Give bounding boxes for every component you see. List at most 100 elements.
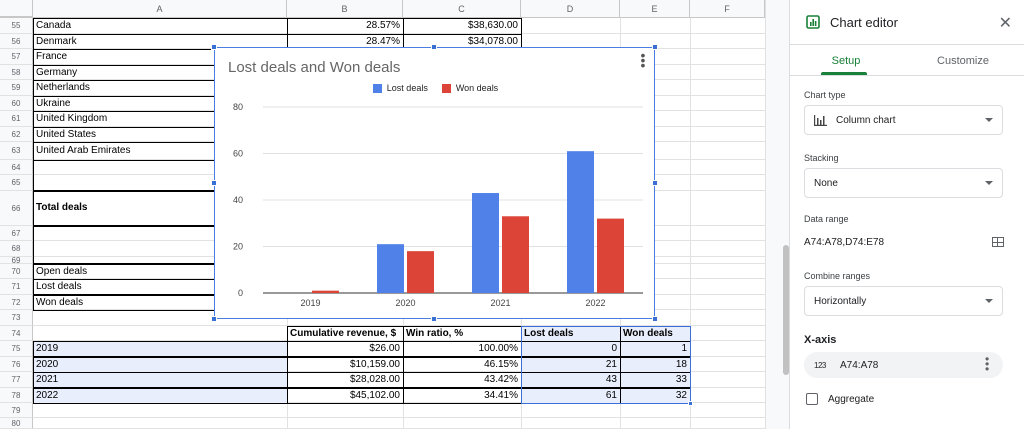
deal-label-cell[interactable]: Won deals: [36, 297, 84, 308]
row-header[interactable]: 62: [0, 127, 33, 142]
column-header-a[interactable]: A: [33, 0, 287, 18]
column-header-f[interactable]: F: [690, 0, 765, 18]
lost-deals-cell[interactable]: 61: [605, 390, 617, 401]
chart-type-select[interactable]: Column chart: [804, 105, 1003, 135]
vertical-scrollbar[interactable]: [765, 0, 789, 429]
revenue-cell[interactable]: $34,078.00: [467, 36, 518, 47]
row-header[interactable]: 74: [0, 326, 33, 341]
lost-deals-cell[interactable]: 43: [605, 374, 617, 385]
row-header[interactable]: 59: [0, 80, 33, 96]
win-ratio-cell[interactable]: 100.00%: [478, 343, 518, 354]
won-deals-cell[interactable]: 33: [675, 374, 687, 385]
country-cell[interactable]: United Kingdom: [36, 113, 108, 124]
summary-header-cell[interactable]: Lost deals: [524, 328, 574, 339]
row-header[interactable]: 68: [0, 241, 33, 257]
total-deals-header[interactable]: Total deals: [36, 202, 88, 213]
country-cell[interactable]: Denmark: [36, 36, 77, 47]
country-cell[interactable]: Canada: [36, 20, 72, 31]
row-header[interactable]: 80: [0, 418, 33, 429]
summary-header-cell[interactable]: Won deals: [623, 328, 673, 339]
lost-deals-cell[interactable]: 21: [605, 359, 617, 370]
deal-label-cell[interactable]: Open deals: [36, 266, 88, 277]
select-range-icon[interactable]: [992, 237, 1004, 247]
scrollbar-thumb[interactable]: [783, 245, 789, 375]
close-icon[interactable]: ✕: [998, 15, 1012, 32]
resize-handle-w[interactable]: [211, 180, 217, 186]
row-header[interactable]: 61: [0, 111, 33, 127]
win-ratio-cell[interactable]: 28.57%: [366, 20, 400, 31]
data-range-value[interactable]: A74:A78,D74:E78: [804, 237, 885, 248]
row-header[interactable]: 76: [0, 357, 33, 372]
won-deals-cell[interactable]: 32: [675, 390, 687, 401]
revenue-cell[interactable]: $38,630.00: [467, 20, 518, 31]
column-header-b[interactable]: B: [287, 0, 403, 18]
aggregate-checkbox[interactable]: [806, 393, 818, 405]
tab-setup[interactable]: Setup: [831, 55, 861, 67]
win-ratio-cell[interactable]: 43.42%: [484, 374, 518, 385]
country-cell[interactable]: United States: [36, 129, 97, 140]
row-header[interactable]: 55: [0, 18, 33, 34]
select-all-corner[interactable]: [0, 0, 33, 18]
more-vert-icon[interactable]: • • •: [985, 352, 990, 376]
row-header[interactable]: 58: [0, 65, 33, 80]
year-cell[interactable]: 2020: [36, 359, 59, 370]
stacking-select[interactable]: None: [804, 168, 1003, 198]
revenue-cell[interactable]: $26.00: [369, 343, 400, 354]
won-deals-cell[interactable]: 18: [675, 359, 687, 370]
column-header-e[interactable]: E: [620, 0, 690, 18]
row-header[interactable]: 56: [0, 34, 33, 49]
row-header[interactable]: 78: [0, 388, 33, 403]
row-header[interactable]: 67: [0, 226, 33, 241]
bar-won-2019: [312, 290, 339, 293]
resize-handle-e[interactable]: [652, 180, 658, 186]
resize-handle-s[interactable]: [431, 316, 437, 322]
combine-ranges-select[interactable]: Horizontally: [804, 286, 1003, 316]
win-ratio-cell[interactable]: 34.41%: [484, 390, 518, 401]
year-cell[interactable]: 2022: [36, 390, 59, 401]
resize-handle-nw[interactable]: [211, 44, 217, 50]
resize-handle-se[interactable]: [652, 316, 658, 322]
country-cell[interactable]: Ukraine: [36, 98, 71, 109]
column-header-d[interactable]: D: [521, 0, 620, 18]
row-header[interactable]: 77: [0, 372, 33, 388]
summary-header-cell[interactable]: Win ratio, %: [406, 328, 464, 339]
lost-deals-cell[interactable]: 0: [611, 343, 617, 354]
row-header[interactable]: 66: [0, 191, 33, 226]
country-cell[interactable]: Germany: [36, 67, 78, 78]
tab-customize[interactable]: Customize: [937, 55, 989, 67]
summary-header-cell[interactable]: Cumulative revenue, $: [290, 328, 397, 339]
revenue-cell[interactable]: $28,028.00: [349, 374, 400, 385]
fill-handle[interactable]: [688, 401, 693, 406]
deal-label-cell[interactable]: Lost deals: [36, 281, 82, 292]
row-header[interactable]: 79: [0, 403, 33, 418]
row-header[interactable]: 75: [0, 341, 33, 357]
row-header[interactable]: 65: [0, 175, 33, 191]
country-cell[interactable]: France: [36, 51, 68, 62]
country-cell[interactable]: United Arab Emirates: [36, 145, 131, 156]
row-header[interactable]: 72: [0, 295, 33, 310]
year-cell[interactable]: 2021: [36, 374, 59, 385]
row-header[interactable]: 64: [0, 160, 33, 175]
row-header[interactable]: 70: [0, 264, 33, 279]
embedded-chart[interactable]: Lost deals and Won deals • • • Lost deals …: [211, 44, 658, 322]
row-header[interactable]: 57: [0, 49, 33, 65]
row-header[interactable]: 69: [0, 257, 33, 265]
resize-handle-n[interactable]: [431, 44, 437, 50]
resize-handle-ne[interactable]: [652, 44, 658, 50]
bar-won-2020: [407, 251, 434, 293]
column-header-c[interactable]: C: [403, 0, 521, 18]
row-header[interactable]: 73: [0, 310, 33, 326]
row-header[interactable]: 71: [0, 279, 33, 295]
row-header[interactable]: 63: [0, 142, 33, 160]
more-vert-icon[interactable]: • • •: [640, 47, 646, 73]
won-deals-cell[interactable]: 1: [681, 343, 687, 354]
year-cell[interactable]: 2019: [36, 343, 59, 354]
revenue-cell[interactable]: $10,159.00: [349, 359, 400, 370]
revenue-cell[interactable]: $45,102.00: [349, 390, 400, 401]
x-axis-range-chip[interactable]: 123 A74:A78 • • •: [804, 352, 1003, 378]
resize-handle-sw[interactable]: [211, 316, 217, 322]
win-ratio-cell[interactable]: 28.47%: [366, 36, 400, 47]
win-ratio-cell[interactable]: 46.15%: [484, 359, 518, 370]
row-header[interactable]: 60: [0, 96, 33, 111]
country-cell[interactable]: Netherlands: [36, 82, 90, 93]
